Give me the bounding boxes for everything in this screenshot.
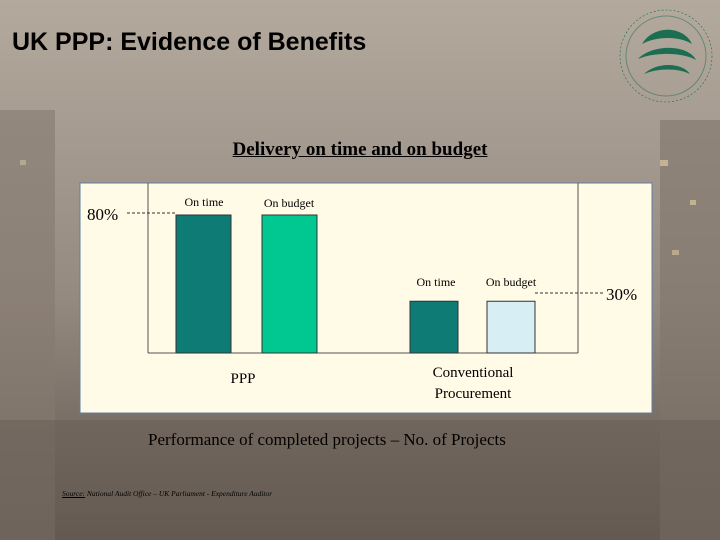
source-note: Source: National Audit Office – UK Parli… xyxy=(62,489,272,498)
bar-conventional-on-budget xyxy=(486,300,536,354)
group-label-conventional-line1: Conventional xyxy=(433,365,514,381)
bar-conventional-on-time xyxy=(409,300,459,354)
annotation-30-percent: 30% xyxy=(606,285,637,304)
bar-label-conv-on-time: On time xyxy=(417,275,456,289)
group-label-conventional-line2: Procurement xyxy=(435,386,512,402)
source-label: Source: xyxy=(62,489,86,498)
group-label-ppp: PPP xyxy=(230,371,255,387)
bar-ppp-on-time xyxy=(175,214,232,354)
slide-title: UK PPP: Evidence of Benefits xyxy=(12,28,367,56)
bar-label-ppp-on-budget: On budget xyxy=(264,196,315,210)
chart-panel xyxy=(79,182,653,414)
source-text: National Audit Office – UK Parliament - … xyxy=(86,489,273,498)
bar-ppp-on-budget xyxy=(261,214,318,354)
bar-label-ppp-on-time: On time xyxy=(185,195,224,209)
chart-subtitle: Delivery on time and on budget xyxy=(232,139,488,160)
annotation-80-percent: 80% xyxy=(87,205,118,224)
bar-label-conv-on-budget: On budget xyxy=(486,275,537,289)
chart-caption: Performance of completed projects – No. … xyxy=(148,430,506,449)
globe-swirl-icon xyxy=(619,9,713,103)
